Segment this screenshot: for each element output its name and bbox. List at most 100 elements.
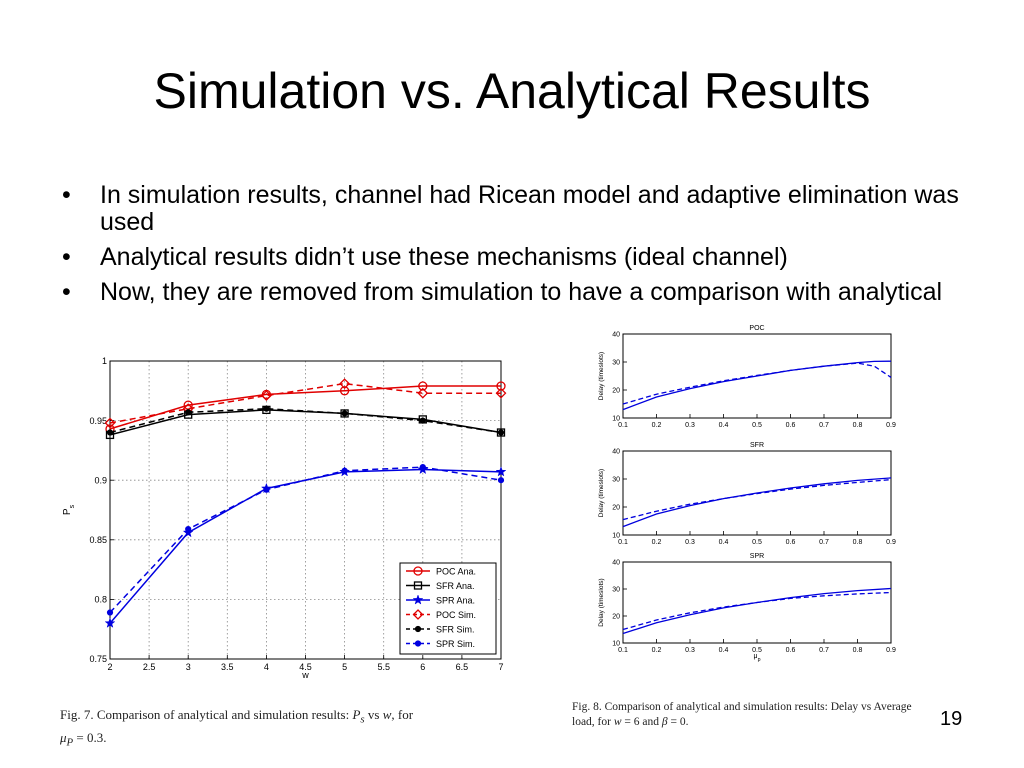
x-tick-label: 0.8 <box>853 422 863 429</box>
legend-entry: SPR Sim. <box>436 639 475 649</box>
x-tick-label: 4 <box>264 662 269 672</box>
x-tick-label: 6.5 <box>456 662 469 672</box>
legend-entry: SFR Ana. <box>436 581 475 591</box>
y-axis-label: Delay (timeslots) <box>598 469 605 517</box>
data-point <box>185 525 192 533</box>
y-tick-label: 10 <box>612 640 620 647</box>
slide-title: Simulation vs. Analytical Results <box>153 63 871 119</box>
data-point <box>106 429 114 436</box>
data-point <box>414 625 422 633</box>
data-point <box>339 386 350 396</box>
spr-delay-chart: 0.1 0.2 0.3 0.4 0.5 0.6 0.7 0.8 0.9 10 20 30 40 SPR De… <box>598 553 896 663</box>
x-tick-label: 0.2 <box>652 422 662 429</box>
data-point <box>260 390 272 401</box>
y-tick-label: 10 <box>612 415 620 422</box>
data-point <box>341 410 348 417</box>
y-tick-label: 20 <box>612 504 620 511</box>
fig8-caption: Fig. 8. Comparison of analytical and sim… <box>572 701 912 728</box>
x-tick-label: 0.1 <box>618 539 628 546</box>
page-number: 19 <box>940 708 963 730</box>
chart-title: SFR <box>750 442 764 449</box>
x-tick-label: 3.5 <box>221 662 234 672</box>
x-tick-label: 0.5 <box>752 647 762 654</box>
y-axis-label: Ps <box>62 504 76 515</box>
y-axis-label: Delay (timeslots) <box>598 578 605 626</box>
legend-entry: SPR Ana. <box>436 596 475 606</box>
bullet-item: Now, they are removed from simulation to… <box>62 279 962 307</box>
x-tick-label: 7 <box>498 662 503 672</box>
legend-box <box>399 562 497 655</box>
x-axis-label-sub: p <box>758 657 761 663</box>
series-line <box>109 466 502 614</box>
plot-frame <box>622 333 892 419</box>
y-tick-label: 20 <box>612 613 620 620</box>
data-point <box>413 566 423 576</box>
y-axis-label-sub: s <box>69 504 76 508</box>
y-tick-label: 40 <box>612 448 620 455</box>
data-point <box>418 381 428 391</box>
y-tick-label: 20 <box>612 387 620 394</box>
x-tick-label: 2.5 <box>143 662 156 672</box>
y-axis-label: Delay (timeslots) <box>598 352 605 400</box>
x-axis-label: μp <box>754 653 761 663</box>
x-tick-label: 5.5 <box>377 662 390 672</box>
x-tick-label: 0.1 <box>618 647 628 654</box>
x-tick-label: 0.7 <box>819 539 829 546</box>
y-tick-label: 30 <box>612 476 620 483</box>
x-tick-label: 0.9 <box>886 539 896 546</box>
data-point <box>412 609 424 620</box>
y-tick-label: 30 <box>612 359 620 366</box>
y-tick-label: 0.9 <box>94 475 107 485</box>
data-point <box>341 467 348 474</box>
y-tick-label: 0.75 <box>89 654 107 664</box>
series-line <box>622 478 892 521</box>
x-tick-label: 0.5 <box>752 422 762 429</box>
fig7-caption: Fig. 7. Comparison of analytical and sim… <box>60 707 414 749</box>
data-point <box>419 417 426 424</box>
x-tick-label: 0.6 <box>786 647 796 654</box>
data-point <box>419 463 426 471</box>
data-point <box>183 400 193 410</box>
x-tick-label: 0.4 <box>719 647 729 654</box>
data-point <box>263 405 270 412</box>
legend-entry: POC Ana. <box>436 567 476 577</box>
x-tick-label: 0.9 <box>886 647 896 654</box>
data-point <box>263 486 270 493</box>
legend-entry: SFR Sim. <box>436 625 475 635</box>
x-tick-label: 0.7 <box>819 422 829 429</box>
series-line <box>622 362 892 405</box>
plot-frame <box>622 450 892 536</box>
x-tick-label: 5 <box>342 662 347 672</box>
data-point <box>106 609 114 616</box>
series-line <box>109 409 502 436</box>
chart-title: POC <box>749 325 764 332</box>
data-point <box>104 617 116 628</box>
data-point <box>497 477 505 484</box>
poc-delay-chart: 0.1 0.2 0.3 0.4 0.5 0.6 0.7 0.8 0.9 10 20 30 40 POC De… <box>598 325 896 429</box>
legend-entry: POC Sim. <box>436 610 476 620</box>
x-tick-label: 0.1 <box>618 422 628 429</box>
y-tick-label: 10 <box>612 532 620 539</box>
x-axis-label: w <box>301 670 309 680</box>
y-tick-label: 30 <box>612 586 620 593</box>
x-tick-label: 4.5 <box>299 662 312 672</box>
x-tick-label: 0.4 <box>719 422 729 429</box>
y-tick-label: 0.95 <box>89 416 107 426</box>
series-line <box>109 385 501 430</box>
x-tick-label: 0.8 <box>853 539 863 546</box>
x-tick-label: 0.5 <box>752 539 762 546</box>
x-tick-label: 0.7 <box>819 647 829 654</box>
x-tick-label: 0.9 <box>886 422 896 429</box>
data-point <box>339 378 351 390</box>
x-tick-label: 0.4 <box>719 539 729 546</box>
data-point <box>496 381 506 391</box>
y-tick-label: 0.8 <box>94 595 107 605</box>
x-tick-label: 0.3 <box>685 539 695 546</box>
data-point <box>497 429 505 436</box>
data-point <box>414 640 422 647</box>
y-tick-label: 1 <box>102 356 107 366</box>
plot-frame <box>109 360 502 660</box>
bullet-item: Analytical results didn’t use these mech… <box>62 244 962 272</box>
plot-frame <box>622 561 892 644</box>
data-point <box>413 581 423 590</box>
